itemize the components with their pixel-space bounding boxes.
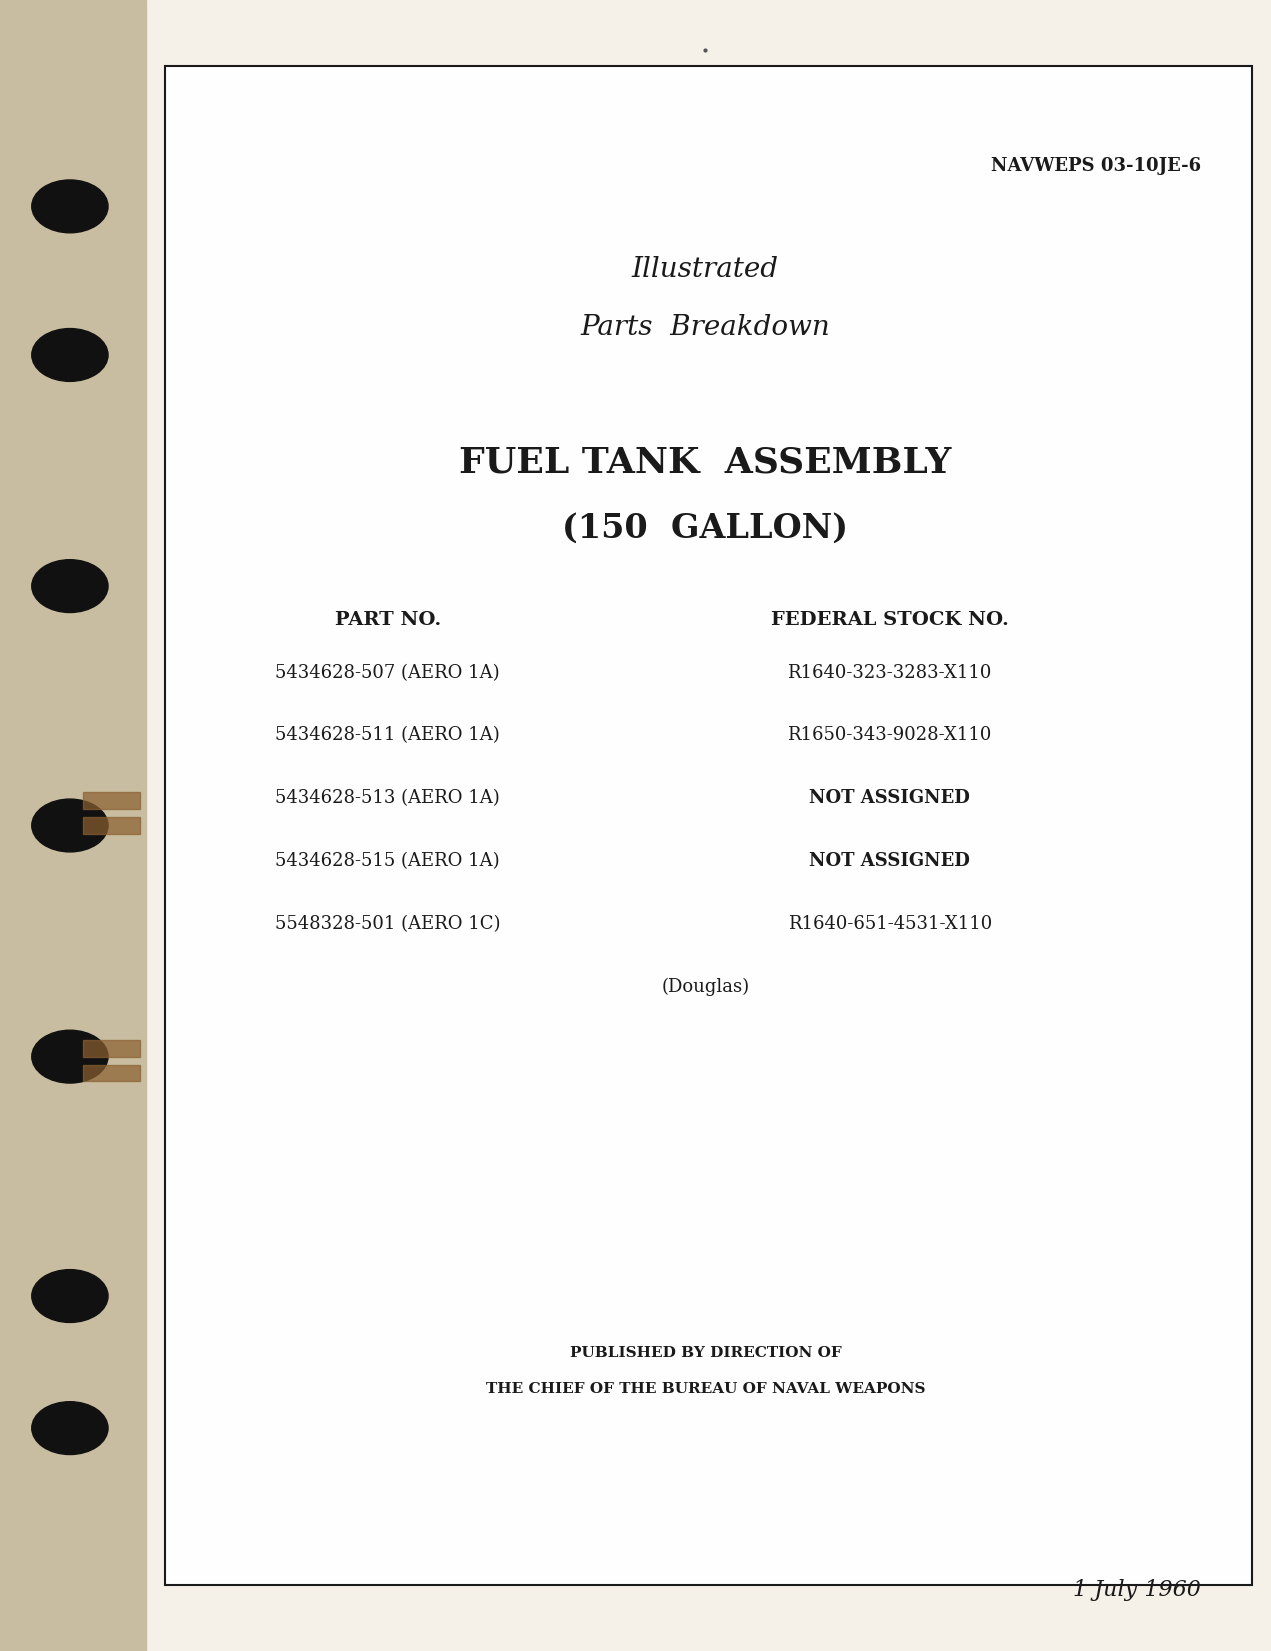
Ellipse shape xyxy=(32,1270,108,1322)
Text: R1640-323-3283-X110: R1640-323-3283-X110 xyxy=(788,664,991,682)
Text: 5548328-501 (AERO 1C): 5548328-501 (AERO 1C) xyxy=(275,915,501,933)
Bar xyxy=(0,0,146,1651)
Ellipse shape xyxy=(32,560,108,613)
Text: R1640-651-4531-X110: R1640-651-4531-X110 xyxy=(788,915,991,933)
Text: PUBLISHED BY DIRECTION OF: PUBLISHED BY DIRECTION OF xyxy=(569,1346,841,1359)
Text: (Douglas): (Douglas) xyxy=(661,977,750,996)
Ellipse shape xyxy=(32,180,108,233)
Text: 1 July 1960: 1 July 1960 xyxy=(1073,1580,1201,1601)
Text: 5434628-507 (AERO 1A): 5434628-507 (AERO 1A) xyxy=(276,664,500,682)
Bar xyxy=(83,792,140,809)
Text: Parts  Breakdown: Parts Breakdown xyxy=(581,314,830,340)
Ellipse shape xyxy=(32,1030,108,1083)
Text: NOT ASSIGNED: NOT ASSIGNED xyxy=(810,852,970,870)
FancyBboxPatch shape xyxy=(165,66,1252,1585)
Bar xyxy=(83,817,140,834)
Text: NOT ASSIGNED: NOT ASSIGNED xyxy=(810,789,970,807)
Text: Illustrated: Illustrated xyxy=(632,256,779,282)
Text: NAVWEPS 03-10JE-6: NAVWEPS 03-10JE-6 xyxy=(991,157,1201,175)
Text: 5434628-511 (AERO 1A): 5434628-511 (AERO 1A) xyxy=(276,726,500,745)
Text: 5434628-513 (AERO 1A): 5434628-513 (AERO 1A) xyxy=(276,789,500,807)
Text: R1650-343-9028-X110: R1650-343-9028-X110 xyxy=(788,726,991,745)
Text: THE CHIEF OF THE BUREAU OF NAVAL WEAPONS: THE CHIEF OF THE BUREAU OF NAVAL WEAPONS xyxy=(486,1382,925,1395)
Ellipse shape xyxy=(32,329,108,381)
Bar xyxy=(83,1065,140,1081)
Bar xyxy=(83,1040,140,1057)
Ellipse shape xyxy=(32,799,108,852)
Text: PART NO.: PART NO. xyxy=(334,611,441,629)
Ellipse shape xyxy=(32,1402,108,1455)
Text: (150  GALLON): (150 GALLON) xyxy=(562,512,849,545)
Text: 5434628-515 (AERO 1A): 5434628-515 (AERO 1A) xyxy=(276,852,500,870)
Text: FEDERAL STOCK NO.: FEDERAL STOCK NO. xyxy=(770,611,1009,629)
Text: FUEL TANK  ASSEMBLY: FUEL TANK ASSEMBLY xyxy=(459,446,952,480)
